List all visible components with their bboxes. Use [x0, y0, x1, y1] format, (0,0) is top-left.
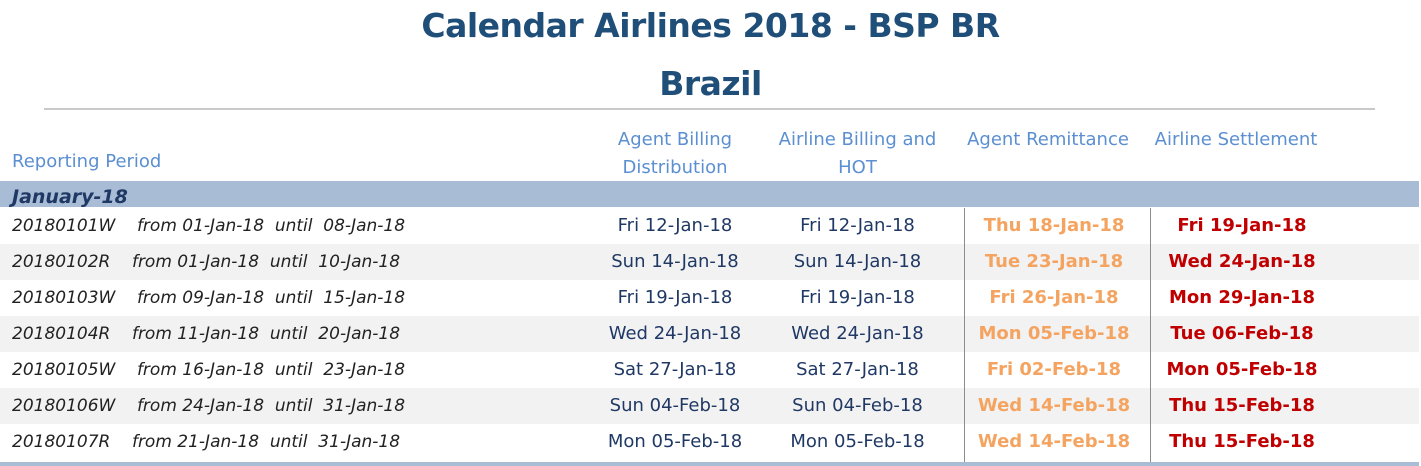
airline-billing-cell: Sun 14-Jan-18	[793, 251, 922, 272]
agent-billing-cell: Sat 27-Jan-18	[613, 359, 737, 380]
airline-settlement-cell: Mon 29-Jan-18	[1168, 287, 1316, 308]
column-header-agent-remittance: Agent Remittance	[967, 129, 1129, 150]
column-divider-settlement	[1150, 208, 1151, 463]
period-cell: 20180102R from 01-Jan-18 until 10-Jan-18	[12, 252, 401, 272]
airline-billing-cell: Fri 12-Jan-18	[800, 215, 915, 236]
page-subtitle: Brazil	[659, 64, 762, 103]
table-row: 20180101W from 01-Jan-18 until 08-Jan-18…	[0, 208, 1419, 244]
column-header-agent-billing-line-1: Agent Billing	[617, 129, 733, 150]
table-bottom-border	[0, 462, 1419, 466]
agent-remittance-cell: Wed 14-Feb-18	[977, 395, 1131, 416]
airline-settlement-cell: Tue 06-Feb-18	[1170, 323, 1314, 344]
column-header-airline-billing-line-1: Airline Billing and	[778, 129, 937, 150]
agent-remittance-cell: Mon 05-Feb-18	[978, 323, 1130, 344]
table-row: 20180106W from 24-Jan-18 until 31-Jan-18…	[0, 388, 1419, 424]
agent-billing-cell: Sun 04-Feb-18	[609, 395, 741, 416]
airline-billing-cell: Wed 24-Jan-18	[791, 323, 924, 344]
airline-settlement-cell: Wed 24-Jan-18	[1168, 251, 1316, 272]
agent-billing-cell: Fri 19-Jan-18	[617, 287, 733, 308]
airline-billing-cell: Sun 04-Feb-18	[792, 395, 923, 416]
agent-billing-cell: Sun 14-Jan-18	[611, 251, 739, 272]
period-cell: 20180103W from 09-Jan-18 until 15-Jan-18	[12, 288, 406, 308]
table-row: 20180102R from 01-Jan-18 until 10-Jan-18…	[0, 244, 1419, 280]
table-row: 20180104R from 11-Jan-18 until 20-Jan-18…	[0, 316, 1419, 352]
table-row: 20180103W from 09-Jan-18 until 15-Jan-18…	[0, 280, 1419, 316]
agent-remittance-cell: Wed 14-Feb-18	[977, 431, 1131, 452]
airline-billing-cell: Fri 19-Jan-18	[800, 287, 915, 308]
agent-billing-cell: Fri 12-Jan-18	[617, 215, 733, 236]
airline-settlement-cell: Fri 19-Jan-18	[1177, 215, 1307, 236]
period-cell: 20180107R from 21-Jan-18 until 31-Jan-18	[12, 432, 401, 452]
period-cell: 20180106W from 24-Jan-18 until 31-Jan-18	[12, 396, 406, 416]
column-header-agent-billing: Agent Billing Distribution	[590, 126, 760, 182]
airline-settlement-cell: Mon 05-Feb-18	[1166, 359, 1318, 380]
agent-remittance-cell: Fri 02-Feb-18	[986, 359, 1122, 380]
column-divider-remittance	[964, 208, 965, 463]
column-header-agent-billing-line-2: Distribution	[622, 157, 728, 178]
month-label: January-18	[12, 186, 128, 208]
month-band: January-18	[0, 181, 1419, 208]
agent-remittance-cell: Thu 18-Jan-18	[983, 215, 1125, 236]
calendar-table: 20180101W from 01-Jan-18 until 08-Jan-18…	[0, 208, 1419, 460]
airline-billing-cell: Mon 05-Feb-18	[790, 431, 925, 452]
agent-billing-cell: Wed 24-Jan-18	[608, 323, 742, 344]
table-row: 20180107R from 21-Jan-18 until 31-Jan-18…	[0, 424, 1419, 460]
column-header-reporting-period: Reporting Period	[12, 151, 162, 172]
agent-remittance-cell: Fri 26-Jan-18	[989, 287, 1119, 308]
column-header-airline-billing: Airline Billing and HOT	[770, 126, 945, 182]
period-cell: 20180101W from 01-Jan-18 until 08-Jan-18	[12, 216, 406, 236]
airline-billing-cell: Sat 27-Jan-18	[796, 359, 919, 380]
airline-settlement-cell: Thu 15-Feb-18	[1169, 431, 1315, 452]
table-row: 20180105W from 16-Jan-18 until 23-Jan-18…	[0, 352, 1419, 388]
period-cell: 20180105W from 16-Jan-18 until 23-Jan-18	[12, 360, 406, 380]
airline-settlement-cell: Thu 15-Feb-18	[1169, 395, 1315, 416]
period-cell: 20180104R from 11-Jan-18 until 20-Jan-18	[12, 324, 401, 344]
column-header-airline-settlement: Airline Settlement	[1154, 129, 1318, 150]
title-divider	[44, 108, 1375, 110]
agent-remittance-cell: Tue 23-Jan-18	[984, 251, 1124, 272]
column-header-airline-billing-line-2: HOT	[838, 157, 877, 178]
page-title: Calendar Airlines 2018 - BSP BR	[421, 6, 1000, 45]
agent-billing-cell: Mon 05-Feb-18	[607, 431, 743, 452]
